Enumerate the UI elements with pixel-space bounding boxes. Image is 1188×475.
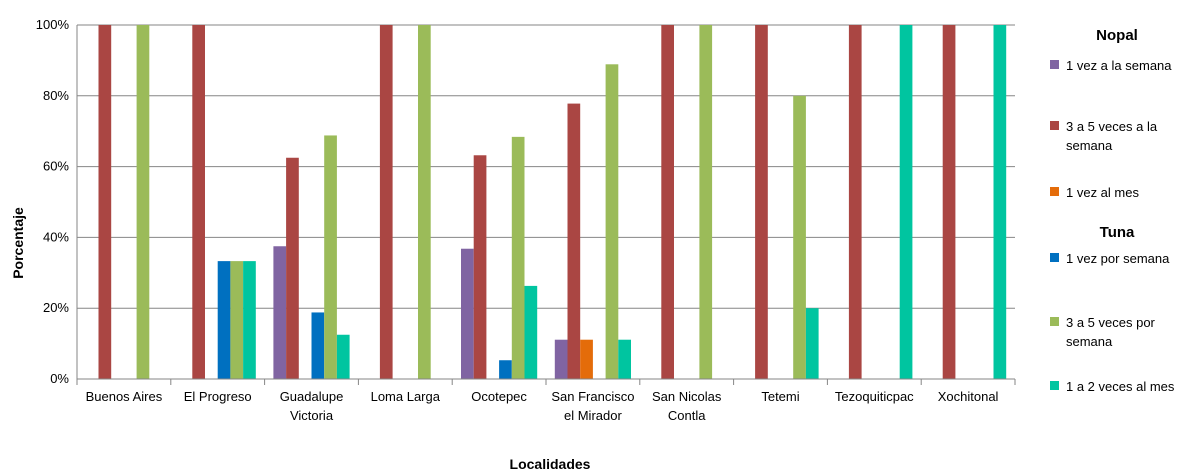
legend-swatch	[1050, 317, 1059, 326]
x-category-label: Guadalupe Victoria	[280, 389, 344, 423]
bar	[580, 339, 593, 379]
bar	[136, 25, 150, 379]
bar	[793, 95, 806, 380]
legend-label: 3 a 5 veces a la semana	[1066, 119, 1158, 153]
x-category-label: El Progreso	[184, 389, 252, 404]
legend-label: 1 vez por semana	[1066, 251, 1170, 266]
axes	[76, 25, 1016, 385]
legend-swatch	[1050, 253, 1059, 262]
bar	[192, 25, 205, 379]
bar	[618, 339, 631, 379]
legend-swatch	[1050, 121, 1059, 130]
y-tick-label: 100%	[36, 17, 70, 32]
bar	[993, 25, 1007, 379]
x-axis-title: Localidades	[510, 456, 591, 472]
x-category-label: Xochitonal	[938, 389, 999, 404]
x-category-label: San Nicolas Contla	[652, 389, 722, 423]
legend-label: 1 vez al mes	[1066, 185, 1139, 200]
legend-group-title: Tuna	[1100, 224, 1135, 241]
bar	[755, 25, 768, 379]
x-category-label: Buenos Aires	[86, 389, 163, 404]
bar	[524, 285, 538, 379]
bar	[554, 339, 568, 379]
y-tick-label: 0%	[50, 371, 69, 386]
y-tick-label: 80%	[43, 88, 69, 103]
bar	[336, 334, 350, 379]
bar	[473, 155, 487, 379]
y-tick-label: 60%	[43, 159, 69, 174]
bar	[848, 25, 862, 379]
y-tick-labels: 0% 20% 40% 60% 80% 100%	[36, 17, 70, 386]
bar	[942, 25, 956, 379]
x-category-label: Loma Larga	[371, 389, 441, 404]
legend-label: 1 a 2 veces al mes	[1066, 379, 1175, 394]
x-category-label: Tetemi	[761, 389, 799, 404]
y-axis-title: Porcentaje	[10, 207, 26, 279]
legend-swatch	[1050, 381, 1059, 390]
x-category-label: Tezoquiticpac	[835, 389, 914, 404]
bar	[511, 136, 525, 379]
bar	[230, 261, 244, 379]
bar	[98, 25, 112, 379]
bar	[567, 103, 581, 379]
bar	[286, 157, 299, 379]
y-tick-label: 40%	[43, 229, 69, 244]
legend-label: 1 vez a la semana	[1066, 58, 1172, 73]
legend-swatch	[1050, 60, 1059, 69]
bar	[605, 64, 619, 379]
legend-group-title: Nopal	[1096, 27, 1138, 44]
bars	[98, 25, 1007, 380]
bar	[379, 25, 393, 379]
x-category-label: Ocotepec	[471, 389, 527, 404]
bar	[699, 25, 713, 379]
bar	[418, 25, 431, 379]
bar	[499, 360, 512, 379]
x-category-label: San Francisco el Mirador	[551, 389, 634, 423]
bar	[461, 248, 474, 379]
bar	[805, 308, 819, 379]
bar	[243, 261, 256, 379]
bar	[899, 25, 913, 379]
legend-label: 3 a 5 veces por semana	[1066, 315, 1156, 349]
bar	[217, 261, 231, 379]
legend: Nopal 1 vez a la semana 3 a 5 veces a la se…	[1050, 27, 1175, 394]
y-tick-label: 20%	[43, 300, 69, 315]
bar	[273, 246, 287, 379]
legend-swatch	[1050, 187, 1059, 196]
bar	[311, 312, 325, 379]
x-category-labels: Buenos Aires El Progreso Guadalupe Victoria…	[86, 389, 999, 423]
bar	[324, 135, 337, 379]
bar	[661, 25, 674, 379]
